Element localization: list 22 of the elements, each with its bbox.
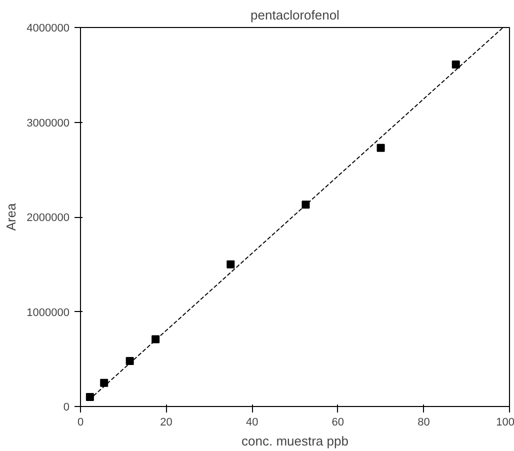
point [226, 260, 235, 268]
x-tick-label: 80 [418, 416, 430, 428]
y-axis-title: Area [4, 202, 19, 231]
y-tick-label: 4000000 [26, 22, 70, 34]
point [152, 335, 160, 344]
point [126, 357, 134, 366]
point [376, 144, 385, 152]
y-tick-label: 2000000 [26, 212, 70, 224]
x-tick-label: 0 [77, 416, 84, 428]
y-tick-label: 1000000 [26, 306, 70, 319]
x-axis-title: conc. muestra ppb [242, 434, 348, 448]
y-tick-label: 3000000 [26, 117, 70, 130]
y-tick-label: 0 [63, 402, 70, 414]
x-tick-label: 60 [332, 416, 344, 428]
chart-title: pentaclorofenol [250, 8, 340, 22]
point [302, 200, 310, 209]
point [100, 378, 108, 387]
x-tick-label: 20 [160, 416, 172, 428]
point [452, 60, 460, 68]
x-tick-label: 100 [496, 416, 514, 428]
x-tick-label: 40 [246, 416, 258, 428]
point [86, 393, 94, 402]
